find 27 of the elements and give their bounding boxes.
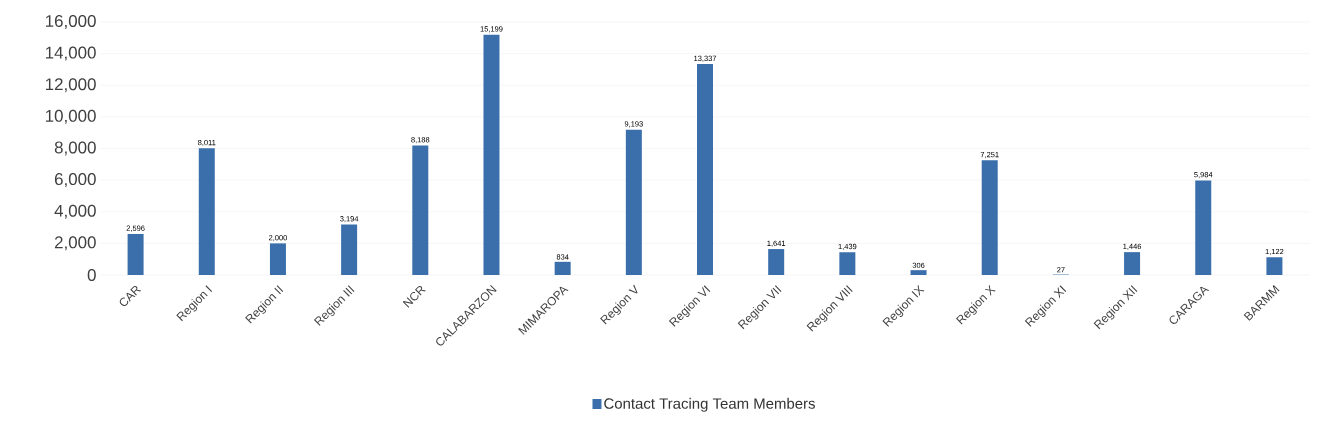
bar: [910, 270, 927, 275]
bar: [341, 224, 358, 275]
y-tick-label: 14,000: [45, 46, 96, 61]
y-tick-label: 10,000: [45, 109, 96, 124]
bar: [1124, 252, 1141, 275]
y-tick-label: 2,000: [54, 236, 96, 251]
bar: [127, 233, 144, 275]
y-tick-label: 4,000: [54, 204, 96, 219]
bar: [554, 261, 571, 275]
bar: [1195, 180, 1212, 275]
bar: [625, 129, 642, 275]
bar: [839, 252, 856, 275]
bar: [768, 249, 785, 275]
bar: [697, 64, 714, 275]
bar: [483, 34, 500, 275]
y-tick-label: 0: [87, 269, 96, 281]
bar: [412, 145, 429, 275]
y-tick-label: 6,000: [54, 173, 96, 188]
y-tick-label: 16,000: [45, 15, 96, 29]
bar: [269, 243, 286, 275]
bar: [198, 148, 215, 275]
y-tick-label: 12,000: [45, 78, 96, 93]
x-tick-label: CAR: [119, 285, 142, 307]
bar: [981, 160, 998, 275]
legend-label: Contact Tracing Team Members: [604, 397, 815, 412]
bar: [1266, 257, 1283, 275]
y-tick-label: 8,000: [54, 141, 96, 156]
